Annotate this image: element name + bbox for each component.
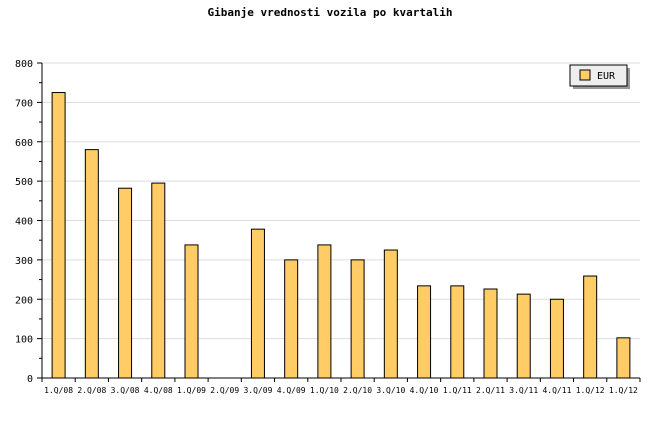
x-tick-label: 2.Q/09 — [210, 386, 239, 395]
y-tick-label: 800 — [15, 59, 33, 70]
x-tick-label: 4.Q/09 — [277, 386, 306, 395]
x-tick-label: 1.Q/12 — [576, 386, 605, 395]
x-tick-label: 3.Q/08 — [111, 386, 140, 395]
bar — [51, 92, 66, 379]
bar — [84, 149, 99, 379]
bar — [118, 187, 133, 379]
bar — [483, 288, 498, 379]
legend-swatch — [579, 69, 591, 81]
bar — [383, 249, 398, 379]
bar — [350, 259, 365, 379]
bar — [184, 244, 199, 379]
bar — [317, 244, 332, 379]
x-tick-label: 3.Q/11 — [509, 386, 538, 395]
bar — [616, 337, 631, 379]
x-tick-label: 1.Q/09 — [177, 386, 206, 395]
x-tick-label: 2.Q/11 — [476, 386, 505, 395]
x-tick-label: 2.Q/10 — [343, 386, 372, 395]
y-tick-label: 0 — [27, 374, 33, 385]
y-tick-label: 700 — [15, 98, 33, 109]
y-tick-label: 200 — [15, 295, 33, 306]
y-tick-label: 100 — [15, 335, 33, 346]
y-tick-label: 400 — [15, 217, 33, 228]
y-tick-label: 300 — [15, 256, 33, 267]
y-tick-label: 500 — [15, 177, 33, 188]
legend: EUR — [569, 64, 630, 89]
x-tick-label: 1.Q/12 — [609, 386, 638, 395]
x-tick-label: 4.Q/11 — [542, 386, 571, 395]
x-tick-label: 3.Q/10 — [376, 386, 405, 395]
x-tick-label: 4.Q/08 — [144, 386, 173, 395]
x-tick-label: 1.Q/08 — [44, 386, 73, 395]
x-tick-label: 4.Q/10 — [410, 386, 439, 395]
bar — [450, 285, 465, 379]
bar — [549, 298, 564, 379]
chart-title: Gibanje vrednosti vozila po kvartalih — [207, 6, 452, 19]
bar — [516, 293, 531, 379]
bar — [417, 285, 432, 379]
x-tick-label: 3.Q/09 — [243, 386, 272, 395]
x-tick-label: 1.Q/10 — [310, 386, 339, 395]
bar — [151, 182, 166, 379]
bar — [250, 228, 265, 379]
legend-label: EUR — [597, 71, 616, 82]
x-tick-label: 2.Q/08 — [77, 386, 106, 395]
x-tick-label: 1.Q/11 — [443, 386, 472, 395]
bar — [583, 275, 598, 379]
y-tick-label: 600 — [15, 138, 33, 149]
bar — [284, 259, 299, 379]
